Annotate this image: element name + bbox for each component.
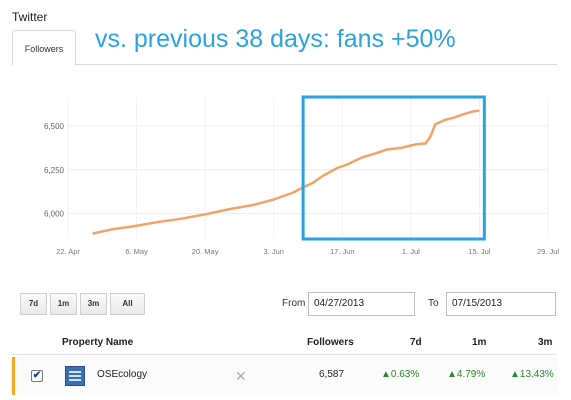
column-property-name[interactable]: Property Name xyxy=(62,337,134,348)
site-thumbnail-icon xyxy=(65,366,85,386)
table-header: Property Name Followers 7d 1m 3m xyxy=(12,333,557,355)
table-row: ✔ OSEcology ✕ 6,587 ▲0.63% ▲4.79% ▲13.43… xyxy=(12,357,557,395)
column-7d[interactable]: 7d xyxy=(410,337,422,348)
range-3m-button[interactable]: 3m xyxy=(80,293,107,315)
x-tick-label: 6. May xyxy=(125,247,148,256)
x-tick-label: 1. Jul xyxy=(402,247,420,256)
column-1m[interactable]: 1m xyxy=(472,337,487,348)
x-tick-label: 3. Jun xyxy=(263,247,283,256)
from-label: From xyxy=(282,298,306,309)
to-label: To xyxy=(428,298,439,309)
x-tick-label: 20. May xyxy=(192,247,219,256)
highlight-box xyxy=(301,95,486,241)
followers-count: 6,587 xyxy=(319,369,345,380)
x-tick-label: 15. Jul xyxy=(468,247,490,256)
to-date-input[interactable]: 07/15/2013 xyxy=(446,292,556,316)
range-1m-button[interactable]: 1m xyxy=(50,293,77,315)
annotation-headline: vs. previous 38 days: fans +50% xyxy=(95,25,456,53)
y-tick-label: 6,250 xyxy=(44,166,65,175)
row-checkbox[interactable]: ✔ xyxy=(31,370,43,382)
x-tick-label: 29. Jul xyxy=(537,247,559,256)
followers-series-line xyxy=(92,109,480,235)
range-all-button[interactable]: All xyxy=(110,293,145,315)
change-1m: ▲4.79% xyxy=(447,369,486,380)
x-tick-label: 22. Apr xyxy=(56,247,80,256)
change-3m: ▲13.43% xyxy=(510,369,554,380)
x-tick-label: 17. Jun xyxy=(330,247,355,256)
column-followers[interactable]: Followers xyxy=(307,337,354,348)
column-3m[interactable]: 3m xyxy=(538,337,553,348)
change-7d: ▲0.63% xyxy=(381,369,420,380)
tab-strip: Followers xyxy=(12,30,557,66)
remove-icon[interactable]: ✕ xyxy=(235,368,247,384)
followers-chart: 6,000 6,250 6,500 22. Apr 6. May 20. May 3. J… xyxy=(44,95,559,256)
tab-followers[interactable]: Followers xyxy=(12,30,76,66)
from-date-input[interactable]: 04/27/2013 xyxy=(308,292,415,316)
y-tick-label: 6,000 xyxy=(44,210,65,219)
range-7d-button[interactable]: 7d xyxy=(20,293,47,315)
y-tick-label: 6,500 xyxy=(44,122,65,131)
property-name[interactable]: OSEcology xyxy=(97,369,148,380)
section-title: Twitter xyxy=(12,10,48,24)
